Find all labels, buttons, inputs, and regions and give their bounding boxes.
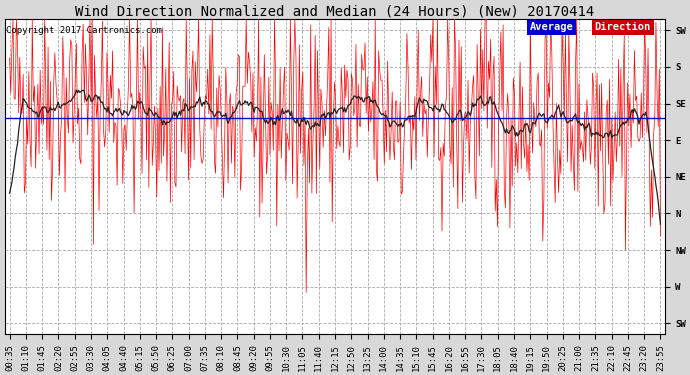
Text: Direction: Direction [595, 22, 651, 33]
Title: Wind Direction Normalized and Median (24 Hours) (New) 20170414: Wind Direction Normalized and Median (24… [75, 4, 595, 18]
Text: Copyright 2017 Cartronics.com: Copyright 2017 Cartronics.com [6, 26, 162, 34]
Text: Average: Average [530, 22, 573, 33]
